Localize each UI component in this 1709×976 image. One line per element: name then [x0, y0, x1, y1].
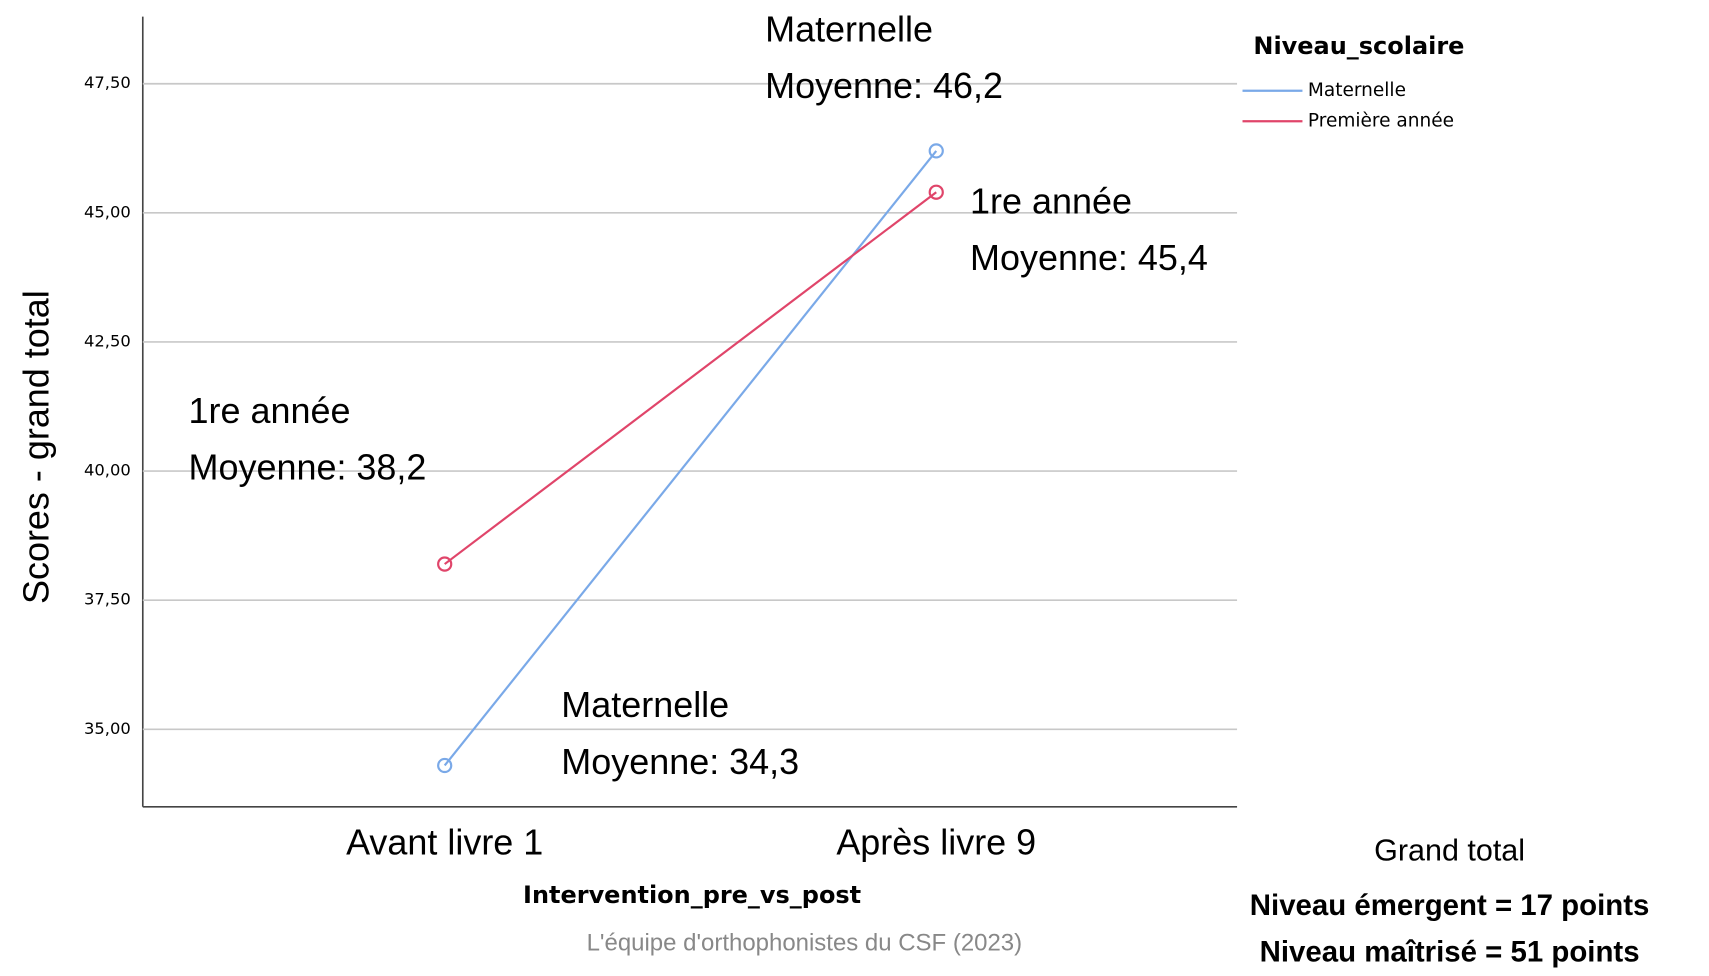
annotation: Moyenne: 38,2: [189, 447, 427, 488]
marker: [928, 143, 944, 159]
marker: [928, 184, 944, 200]
annotation: Moyenne: 46,2: [765, 65, 1003, 106]
marker: [437, 757, 453, 774]
y-tick-label: 40,00: [84, 461, 131, 480]
legend-title: Niveau_scolaire: [1253, 32, 1464, 60]
annotation: Moyenne: 34,3: [561, 741, 799, 782]
credit: L'équipe d'orthophonistes du CSF (2023): [587, 929, 1023, 956]
series-line: [444, 191, 937, 565]
marker: [437, 556, 453, 572]
annotation: 1re année: [970, 181, 1132, 222]
y-tick-label: 37,50: [84, 590, 131, 609]
note: Niveau émergent = 17 points: [1250, 889, 1650, 922]
x-axis-label: Intervention_pre_vs_post: [523, 881, 861, 909]
y-tick-label: 35,00: [84, 719, 131, 738]
legend-label: Première année: [1308, 111, 1454, 132]
note: Niveau maîtrisé = 51 points: [1260, 936, 1640, 969]
annotation: 1re année: [189, 390, 351, 431]
annotation: Moyenne: 45,4: [970, 237, 1208, 278]
note: Grand total: [1374, 834, 1525, 868]
annotation: Maternelle: [765, 8, 933, 49]
y-tick-label: 45,00: [84, 202, 131, 221]
legend-label: Maternelle: [1308, 80, 1406, 101]
series-line: [443, 150, 938, 767]
x-tick-label: Avant livre 1: [346, 821, 543, 862]
y-axis-label: Scores - grand total: [16, 290, 57, 604]
annotation: Maternelle: [561, 684, 729, 725]
x-tick-label: Après livre 9: [836, 821, 1036, 862]
y-tick-label: 42,50: [84, 331, 131, 350]
y-tick-label: 47,50: [84, 73, 131, 92]
